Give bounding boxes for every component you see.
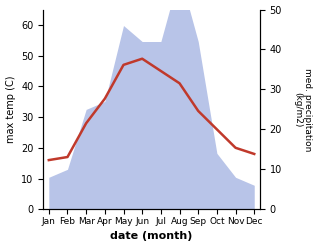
- X-axis label: date (month): date (month): [110, 231, 193, 242]
- Y-axis label: max temp (C): max temp (C): [5, 76, 16, 143]
- Y-axis label: med. precipitation
(kg/m2): med. precipitation (kg/m2): [293, 68, 313, 151]
